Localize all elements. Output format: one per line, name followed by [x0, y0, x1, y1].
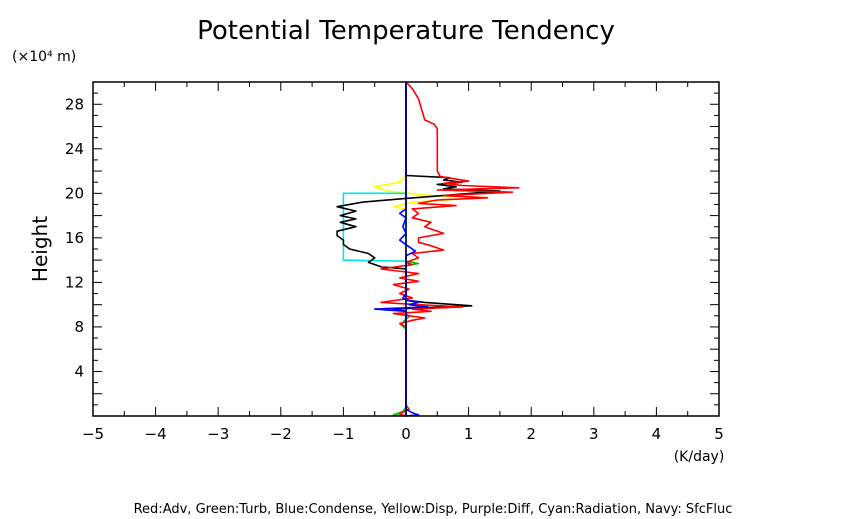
y-unit-label: (×10⁴ m) — [12, 49, 76, 65]
x-tick-label: 5 — [714, 425, 724, 443]
series-group — [336, 81, 520, 417]
axis-ticks — [92, 82, 720, 416]
x-tick-label: 3 — [589, 425, 599, 443]
x-tick-label: 2 — [526, 425, 536, 443]
x-tick-label: 4 — [652, 425, 662, 443]
y-axis-label: Height — [28, 216, 52, 282]
y-tick-label: 8 — [74, 318, 84, 336]
x-tick-label: −2 — [270, 425, 292, 443]
y-tick-label: 28 — [65, 95, 84, 113]
y-tick-label: 4 — [74, 362, 84, 380]
series-line-blue-condense — [373, 82, 429, 417]
series-line-yellow-disp — [373, 82, 489, 416]
y-tick-label: 12 — [65, 273, 84, 291]
x-tick-label: −4 — [145, 425, 167, 443]
y-tick-label: 24 — [65, 140, 84, 158]
x-tick-label: −1 — [332, 425, 354, 443]
series-line-red-adv — [380, 81, 520, 417]
chart-title: Potential Temperature Tendency — [197, 16, 615, 46]
x-tick-label: −5 — [82, 425, 104, 443]
plot-frame — [92, 81, 720, 417]
x-tick-label: 1 — [464, 425, 474, 443]
x-tick-label: −3 — [207, 425, 229, 443]
x-axis-label: (K/day) — [674, 449, 725, 465]
x-tick-label: 0 — [401, 425, 411, 443]
legend-note: Red:Adv, Green:Turb, Blue:Condense, Yell… — [134, 502, 733, 517]
y-tick-label: 16 — [65, 229, 84, 247]
series-line-black — [336, 82, 501, 416]
y-tick-label: 20 — [65, 184, 84, 202]
series-line-cyan-radiation — [342, 192, 407, 262]
